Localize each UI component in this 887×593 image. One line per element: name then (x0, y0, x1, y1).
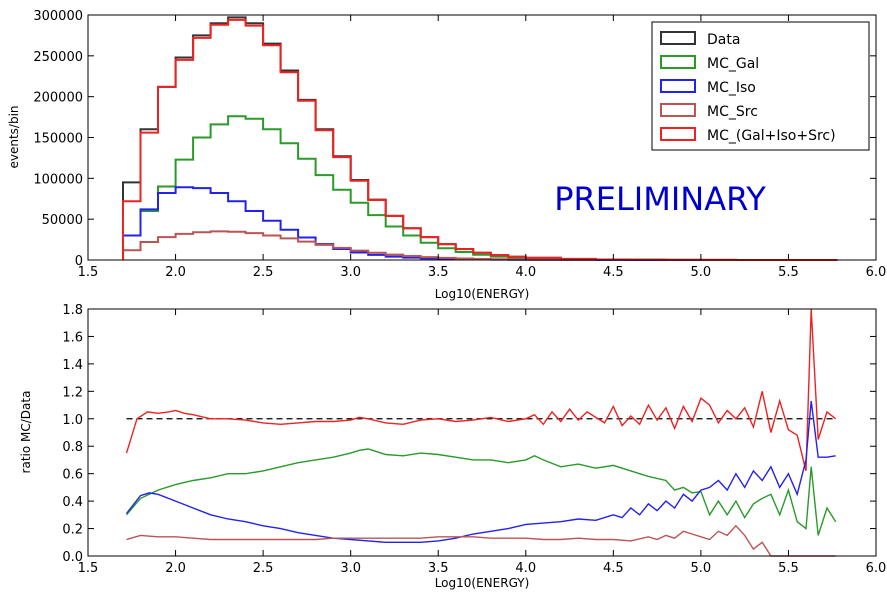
x-axis-label: Log10(ENERGY) (435, 576, 530, 590)
y-tick-label: 300000 (33, 9, 83, 24)
y-axis-label: events/bin (7, 105, 21, 168)
x-tick-label: 6.0 (866, 561, 887, 576)
x-tick-label: 3.0 (340, 265, 361, 280)
legend-entry: MC_Iso (707, 80, 756, 96)
x-tick-label: 4.5 (603, 561, 624, 576)
y-tick-label: 1.2 (62, 385, 83, 400)
legend-swatch (660, 55, 696, 69)
x-tick-label: 6.0 (866, 265, 887, 280)
legend-swatch (660, 79, 696, 93)
x-tick-label: 3.5 (428, 561, 449, 576)
x-tick-label: 1.5 (78, 265, 99, 280)
legend-swatch (660, 103, 696, 117)
y-tick-label: 50000 (42, 213, 83, 228)
x-axis-label: Log10(ENERGY) (435, 287, 530, 301)
x-tick-label: 4.0 (515, 265, 536, 280)
x-tick-label: 3.5 (428, 265, 449, 280)
ratio-panel: 1.5 2.0 2.5 3.0 3.5 4.0 4.5 5.0 5.5 6.0 0.0 0.2 0.4 0… (19, 303, 886, 590)
x-tick-label: 2.5 (253, 561, 274, 576)
y-tick-label: 0.8 (62, 440, 83, 455)
series-line-ratio-1 (125, 448, 837, 536)
y-tick-label: 0.4 (62, 495, 83, 510)
y-tick-label: 1.4 (62, 358, 83, 373)
x-tick-label: 5.5 (778, 265, 799, 280)
legend-entry: Data (707, 32, 740, 48)
plot-frame (87, 308, 877, 557)
y-tick-label: 0 (75, 254, 83, 269)
series-line-ratio-2 (125, 400, 836, 543)
y-tick-label: 100000 (33, 172, 83, 187)
y-axis-label: ratio MC/Data (19, 391, 33, 474)
series-line-mc-gal-iso-src- (121, 18, 838, 261)
y-tick-label: 1.0 (62, 413, 83, 428)
y-tick-label: 250000 (33, 50, 83, 65)
x-tick-label: 1.5 (78, 561, 99, 576)
x-tick-label: 4.5 (603, 265, 624, 280)
x-tick-label: 4.0 (515, 561, 536, 576)
preliminary-annotation: PRELIMINARY (554, 180, 766, 218)
y-tick-label: 1.6 (62, 330, 83, 345)
x-tick-label: 2.5 (253, 265, 274, 280)
legend: Data MC_Gal MC_Iso MC_Src MC_(Gal+Iso+Src) (651, 21, 870, 151)
histogram-panel: 1.5 2.0 2.5 3.0 3.5 4.0 4.5 5.0 5.5 6.0 0 50000 1000… (7, 9, 886, 301)
x-tick-label: 5.0 (691, 561, 712, 576)
legend-entry: MC_Gal (707, 56, 759, 72)
x-tick-label: 2.0 (165, 265, 186, 280)
x-tick-label: 5.0 (691, 265, 712, 280)
legend-swatch (660, 31, 696, 45)
legend-entry: MC_(Gal+Iso+Src) (707, 128, 836, 144)
legend-entry: MC_Src (707, 104, 758, 120)
series-line-ratio-0 (125, 308, 837, 472)
y-tick-label: 200000 (33, 91, 83, 106)
x-tick-label: 2.0 (165, 561, 186, 576)
series-line-ratio-3 (126, 524, 836, 557)
x-tick-label: 5.5 (778, 561, 799, 576)
y-tick-label: 1.8 (62, 303, 83, 318)
y-tick-label: 0.2 (62, 523, 83, 538)
y-tick-label: 150000 (33, 132, 83, 147)
x-tick-label: 3.0 (340, 561, 361, 576)
series-line-mc-src (121, 230, 597, 261)
y-tick-label: 0.6 (62, 468, 83, 483)
legend-swatch (660, 127, 696, 141)
y-tick-label: 0.0 (62, 550, 83, 565)
